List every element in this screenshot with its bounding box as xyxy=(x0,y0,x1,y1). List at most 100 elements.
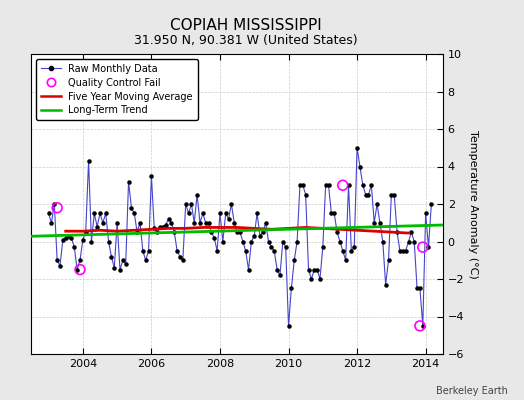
Point xyxy=(276,272,284,278)
Y-axis label: Temperature Anomaly (°C): Temperature Anomaly (°C) xyxy=(468,130,478,278)
Point xyxy=(250,233,258,239)
Point xyxy=(347,248,356,254)
Point xyxy=(116,266,124,273)
Point xyxy=(273,266,281,273)
Point xyxy=(299,182,307,188)
Point xyxy=(393,229,401,235)
Point xyxy=(93,223,101,230)
Point xyxy=(390,192,398,198)
Point xyxy=(96,210,104,216)
Point xyxy=(127,204,136,211)
Point xyxy=(293,238,301,245)
Point xyxy=(370,220,378,226)
Point xyxy=(281,244,290,250)
Point xyxy=(145,248,153,254)
Point xyxy=(156,223,164,230)
Point xyxy=(427,201,435,207)
Point xyxy=(82,229,90,235)
Point xyxy=(319,244,327,250)
Point xyxy=(76,257,84,264)
Point xyxy=(384,257,392,264)
Point xyxy=(202,220,210,226)
Point xyxy=(61,234,70,241)
Point xyxy=(373,201,381,207)
Point xyxy=(136,220,144,226)
Point xyxy=(362,192,370,198)
Point xyxy=(264,238,272,245)
Point xyxy=(227,201,236,207)
Point xyxy=(45,210,53,216)
Point xyxy=(339,248,347,254)
Point xyxy=(336,238,344,245)
Point xyxy=(333,229,341,235)
Point xyxy=(147,173,156,179)
Point xyxy=(296,182,304,188)
Point xyxy=(130,210,138,216)
Point xyxy=(267,244,276,250)
Point xyxy=(236,229,244,235)
Point xyxy=(207,229,215,235)
Point xyxy=(167,220,176,226)
Point xyxy=(350,244,358,250)
Point xyxy=(396,248,404,254)
Text: 31.950 N, 90.381 W (United States): 31.950 N, 90.381 W (United States) xyxy=(135,34,358,47)
Point xyxy=(381,282,390,288)
Point xyxy=(213,248,221,254)
Point xyxy=(184,210,193,216)
Point xyxy=(76,266,84,273)
Point xyxy=(321,182,330,188)
Point xyxy=(230,220,238,226)
Point xyxy=(233,229,241,235)
Point xyxy=(124,178,133,185)
Point xyxy=(259,229,267,235)
Point xyxy=(87,238,95,245)
Point xyxy=(330,210,339,216)
Point xyxy=(199,210,207,216)
Point xyxy=(270,248,278,254)
Point xyxy=(413,285,421,292)
Point xyxy=(301,192,310,198)
Point xyxy=(344,182,353,188)
Point xyxy=(193,192,201,198)
Point xyxy=(376,220,384,226)
Point xyxy=(287,285,296,292)
Point xyxy=(387,192,396,198)
Point xyxy=(364,192,373,198)
Point xyxy=(50,201,59,207)
Point xyxy=(165,216,173,222)
Point xyxy=(238,238,247,245)
Point xyxy=(122,261,130,267)
Point xyxy=(107,253,116,260)
Point xyxy=(324,182,333,188)
Point xyxy=(84,158,93,164)
Point xyxy=(59,236,67,243)
Point xyxy=(379,238,387,245)
Point xyxy=(204,220,213,226)
Point xyxy=(342,257,350,264)
Text: Berkeley Earth: Berkeley Earth xyxy=(436,386,508,396)
Point xyxy=(104,238,113,245)
Point xyxy=(339,182,347,188)
Point xyxy=(67,234,75,241)
Legend: Raw Monthly Data, Quality Control Fail, Five Year Moving Average, Long-Term Tren: Raw Monthly Data, Quality Control Fail, … xyxy=(36,59,198,120)
Point xyxy=(416,285,424,292)
Point xyxy=(181,201,190,207)
Point xyxy=(222,210,230,216)
Point xyxy=(139,248,147,254)
Point xyxy=(210,234,219,241)
Point xyxy=(153,229,161,235)
Point xyxy=(73,266,81,273)
Point xyxy=(416,323,424,329)
Point xyxy=(118,257,127,264)
Point xyxy=(358,182,367,188)
Point xyxy=(190,220,199,226)
Point xyxy=(279,238,287,245)
Point xyxy=(310,266,319,273)
Point xyxy=(179,257,187,264)
Point xyxy=(307,276,315,282)
Point xyxy=(356,163,364,170)
Point xyxy=(99,220,107,226)
Point xyxy=(113,220,122,226)
Point xyxy=(216,210,224,216)
Point xyxy=(150,225,158,232)
